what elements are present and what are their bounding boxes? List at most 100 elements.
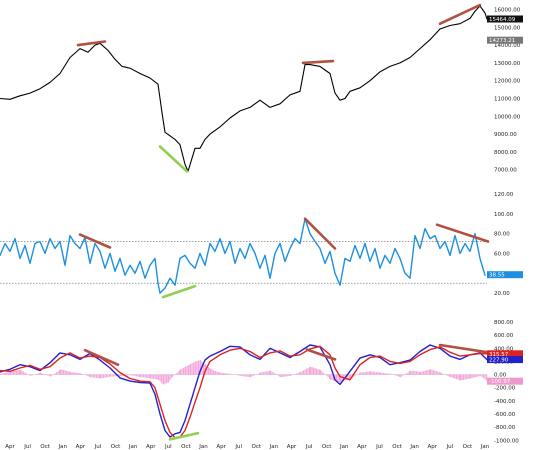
value-badge-text: 15464.09: [489, 17, 516, 23]
histogram-bar: [71, 372, 73, 375]
histogram-bar: [218, 372, 220, 375]
series-line: [0, 345, 488, 439]
histogram-bar: [306, 368, 308, 375]
histogram-bar: [220, 372, 222, 375]
histogram-bar: [3, 373, 5, 375]
x-tick-label: Apr: [357, 444, 367, 450]
histogram-bar: [188, 365, 190, 375]
histogram-bar: [206, 365, 208, 375]
histogram-bar: [257, 373, 259, 375]
histogram-bar: [0, 373, 2, 375]
histogram-bar: [57, 371, 59, 375]
histogram-bar: [1, 373, 3, 375]
histogram-bar: [196, 361, 198, 375]
histogram-bar: [56, 372, 58, 375]
histogram-bar: [277, 374, 279, 376]
histogram-bar: [150, 374, 152, 379]
histogram-bar: [227, 373, 229, 375]
histogram-bar: [474, 374, 476, 378]
histogram-bar: [370, 371, 372, 375]
histogram-bar: [246, 374, 248, 377]
axis-layer: 16000.00 15000.00 14000.00 13000.00 12000.00…: [5, 7, 523, 450]
histogram-bar: [273, 372, 275, 375]
histogram-bar: [139, 374, 141, 378]
x-tick-label: Oct: [252, 444, 262, 450]
histogram-bar: [264, 371, 266, 375]
histogram-bar: [326, 374, 328, 376]
histogram-bar: [389, 373, 391, 375]
value-badge-bg: [487, 377, 523, 385]
histogram-bar: [441, 373, 443, 375]
histogram-bar: [146, 374, 148, 378]
histogram-bar: [261, 372, 263, 375]
histogram-bar: [390, 373, 392, 375]
histogram-bar: [121, 374, 123, 376]
histogram-bar: [319, 369, 321, 375]
x-tick-label: Jan: [339, 444, 349, 450]
histogram-bar: [450, 374, 452, 378]
trend-annotation-line: [303, 217, 337, 250]
histogram-bar: [111, 374, 113, 377]
histogram-bar: [470, 374, 472, 379]
value-badge: 227.90: [487, 356, 523, 364]
x-tick-label: Oct: [40, 444, 50, 450]
trend-annotation-line: [161, 284, 197, 299]
histogram-bar: [480, 374, 482, 376]
value-badge-text: 315.57: [489, 352, 509, 358]
histogram-bar: [267, 371, 269, 375]
histogram-bar: [416, 371, 418, 375]
y-tick-label: -1000.00: [494, 438, 519, 444]
x-tick-label: Jan: [128, 444, 138, 450]
histogram-bar: [193, 362, 195, 375]
histogram-bar: [9, 371, 11, 375]
histogram-bar: [331, 374, 333, 381]
histogram-bar: [241, 374, 243, 377]
histogram-bar: [179, 370, 181, 375]
histogram-bar: [130, 374, 132, 376]
histogram-bar: [314, 368, 316, 375]
histogram-bar: [229, 373, 231, 375]
y-tick-label: -600.00: [494, 412, 516, 418]
histogram-bar: [243, 374, 245, 377]
histogram-bar: [131, 374, 133, 376]
histogram-bar: [36, 373, 38, 375]
y-tick-label: 0.00: [494, 373, 507, 379]
value-badge-text: 14273.21: [489, 38, 515, 44]
y-tick-label: -200.00: [494, 386, 516, 392]
trend-annotation-line: [305, 348, 337, 361]
histogram-bar: [99, 374, 101, 379]
histogram-bar: [176, 373, 178, 375]
histogram-bar: [350, 374, 352, 379]
y-tick-label: 400.00: [494, 346, 514, 352]
histogram-bar: [377, 372, 379, 375]
histogram-bar: [403, 374, 405, 376]
trend-annotation-line: [301, 59, 335, 65]
histogram-bar: [274, 373, 276, 375]
histogram-bar: [20, 369, 22, 375]
histogram-bar: [168, 374, 170, 383]
histogram-bar: [223, 372, 225, 375]
histogram-bar: [10, 371, 12, 375]
histogram-bar: [280, 374, 282, 378]
histogram-bar: [437, 371, 439, 375]
histogram-bar: [466, 374, 468, 380]
histogram-bar: [216, 371, 218, 375]
histogram-bar: [459, 374, 461, 381]
histogram-bar: [166, 374, 168, 384]
histogram-bar: [47, 374, 49, 376]
histogram-bar: [457, 374, 459, 380]
histogram-bar: [460, 374, 462, 381]
histogram-bar: [156, 374, 158, 380]
histogram-bar: [464, 374, 466, 380]
histogram-bar: [153, 374, 155, 380]
histogram-bar: [479, 374, 481, 377]
histogram-bar: [144, 374, 146, 378]
histogram-bar: [483, 374, 485, 379]
histogram-bar: [221, 372, 223, 375]
histogram-bar: [237, 374, 239, 376]
histogram-bar: [211, 369, 213, 375]
histogram-bar: [26, 373, 28, 375]
value-badge: 15464.09: [487, 15, 523, 23]
histogram-bar: [215, 371, 217, 375]
x-tick-label: Jul: [375, 444, 383, 450]
